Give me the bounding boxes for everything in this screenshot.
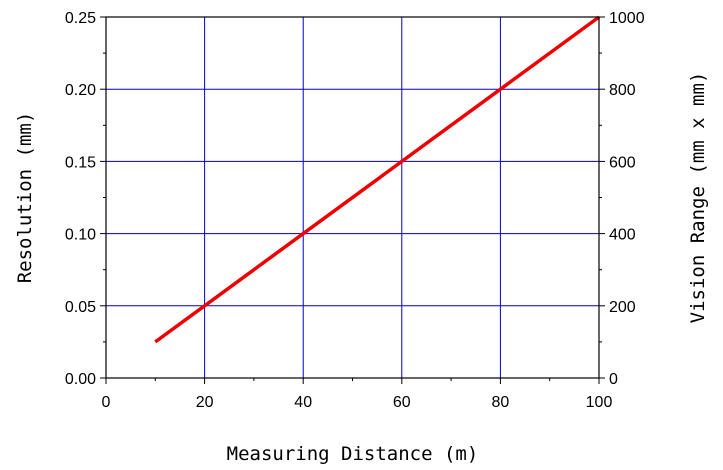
y-axis-title: Resolution (mm) — [14, 112, 36, 284]
y-tick-label: 0.15 — [65, 154, 96, 171]
y2-tick-label: 400 — [609, 227, 636, 244]
x-tick-label: 0 — [102, 394, 111, 411]
x-tick-label: 40 — [294, 394, 312, 411]
x-tick-label: 20 — [196, 394, 214, 411]
y2-tick-label: 200 — [609, 299, 636, 316]
ticks-layer — [100, 16, 605, 384]
tick-labels: 0 20 40 60 80 100 0.00 0.05 0.10 0.15 0.20 0.25 0 200… — [65, 10, 645, 411]
y-tick-label: 0.00 — [65, 371, 96, 388]
y2-tick-label: 1000 — [609, 10, 645, 27]
y-tick-label: 0.20 — [65, 82, 96, 99]
series-line — [154, 15, 601, 344]
grid-lines — [106, 17, 599, 378]
y2-tick-label: 0 — [609, 371, 618, 388]
y-tick-label: 0.10 — [65, 227, 96, 244]
x-axis-title: Measuring Distance (m) — [227, 443, 479, 465]
y2-tick-label: 800 — [609, 82, 636, 99]
x-tick-label: 100 — [586, 394, 613, 411]
y2-tick-label: 600 — [609, 154, 636, 171]
x-tick-label: 60 — [393, 394, 411, 411]
y-tick-label: 0.25 — [65, 10, 96, 27]
x-tick-label: 80 — [492, 394, 510, 411]
series-layer — [154, 15, 601, 344]
y2-axis-title: Vision Range (mm x mm) — [687, 72, 709, 324]
y-tick-label: 0.05 — [65, 299, 96, 316]
